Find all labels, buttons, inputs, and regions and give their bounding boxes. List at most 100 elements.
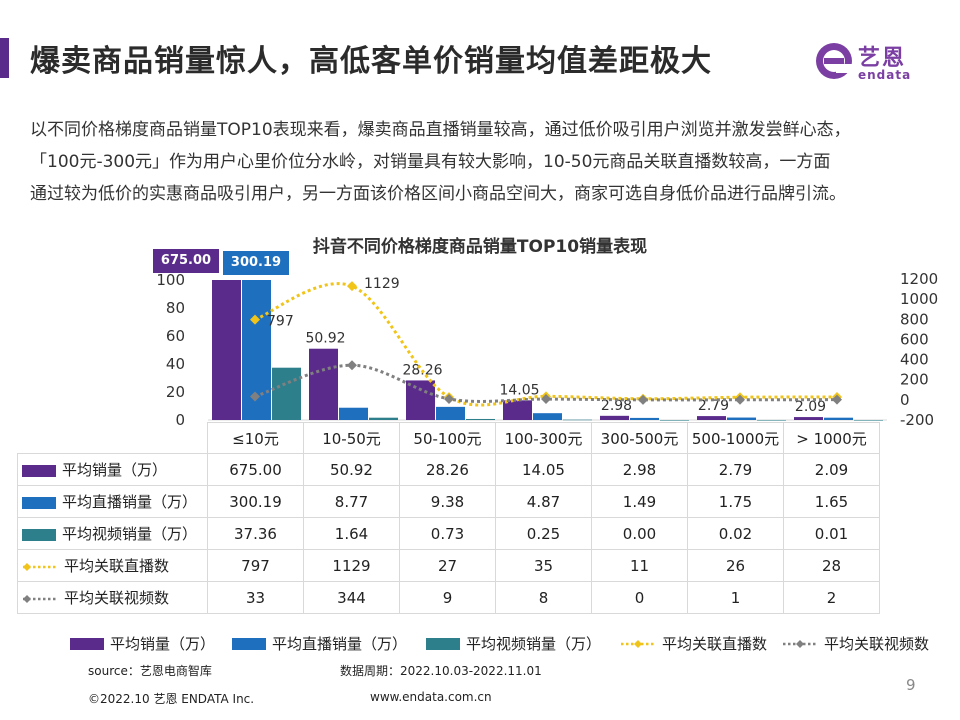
table-header-cell: 10-50元 (303, 422, 400, 454)
intro-paragraph: 以不同价格梯度商品销量TOP10表现来看，爆卖商品直播销量较高，通过低价吸引用户… (30, 114, 935, 210)
line-point-marker (735, 394, 745, 405)
table-header-cell: 100-300元 (495, 422, 592, 454)
line-point-marker (541, 394, 551, 405)
table-cell: 1.65 (783, 485, 880, 518)
legend-swatch (22, 528, 56, 541)
legend-item: 平均直播销量（万） (232, 633, 407, 654)
bar-value-label: 2.09 (795, 399, 826, 415)
table-header-cell: 300-500元 (591, 422, 688, 454)
y-left-tick-label: 60 (166, 327, 185, 345)
table-cell: 8.77 (303, 485, 400, 518)
legend-swatch (70, 637, 104, 650)
line-point-marker (250, 391, 260, 402)
table-cell: 8 (495, 581, 592, 614)
intro-line: 「100元-300元」作为用户心里价位分水岭，对销量具有较大影响，10-50元商… (30, 152, 831, 172)
logo-subtext: endata (858, 68, 912, 82)
line-point-marker (347, 281, 357, 292)
bar-value-label: 14.05 (499, 382, 539, 398)
bar (660, 420, 689, 421)
table-header-cell: 500-1000元 (687, 422, 784, 454)
bar-value-label: 2.98 (601, 398, 632, 414)
table-row: 平均视频销量（万） 37.36 1.64 0.73 0.25 0.00 0.02… (17, 517, 880, 550)
table-header-row: ≤10元 10-50元 50-100元 100-300元 300-500元 50… (17, 422, 880, 454)
legend-label: 平均视频销量（万） (466, 635, 602, 653)
table-cell: 0 (591, 581, 688, 614)
table-cell: 0.25 (495, 517, 592, 550)
table-cell: 50.92 (303, 453, 400, 486)
bar (697, 416, 726, 420)
bar (854, 419, 883, 421)
legend-line-swatch (23, 594, 57, 603)
table-cell: 300.19 (207, 485, 304, 518)
bar (272, 367, 301, 420)
row-label: 平均关联视频数 (64, 589, 170, 607)
table-header-cell: ≤10元 (207, 422, 304, 454)
table-cell: 1.75 (687, 485, 784, 518)
legend-swatch (22, 464, 56, 477)
website-url: www.endata.com.cn (370, 690, 492, 704)
table-cell: 2.09 (783, 453, 880, 486)
legend-item: 平均视频销量（万） (426, 633, 601, 654)
page-number: 9 (906, 676, 916, 694)
logo-text: 艺恩 (858, 46, 907, 71)
legend-label: 平均关联视频数 (824, 635, 930, 653)
legend-label: 平均直播销量（万） (272, 635, 408, 653)
table-cell: 675.00 (207, 453, 304, 486)
table-cell: 1129 (303, 549, 400, 582)
intro-line: 通过较为低价的实惠商品吸引用户，另一方面该价格区间小商品空间大，商家可选自身低价… (30, 184, 846, 204)
table-cell: 27 (399, 549, 496, 582)
row-header: 平均直播销量（万） (17, 485, 208, 518)
data-table: ≤10元 10-50元 50-100元 100-300元 300-500元 50… (17, 422, 880, 614)
source-note: source：艺恩电商智库 (88, 664, 212, 678)
table-cell: 0.00 (591, 517, 688, 550)
table-cell: 9 (399, 581, 496, 614)
bar (824, 417, 853, 420)
table-cell: 4.87 (495, 485, 592, 518)
intro-line: 以不同价格梯度商品销量TOP10表现来看，爆卖商品直播销量较高，通过低价吸引用户… (30, 120, 851, 140)
bar (794, 417, 823, 420)
y-right-tick-label: 1000 (900, 290, 938, 308)
bar (212, 280, 241, 420)
table-cell: 344 (303, 581, 400, 614)
y-right-tick-label: 400 (900, 351, 929, 369)
legend-item: 平均关联视频数 (782, 633, 929, 654)
row-header: 平均视频销量（万） (17, 517, 208, 550)
combo-chart: 0 20 40 60 80 100 -200 0 200 400 600 800 1000 1200 50.… (156, 270, 938, 429)
y-right-tick-label: -200 (900, 411, 934, 429)
line-point-label: 1129 (364, 276, 400, 292)
table-cell: 2.98 (591, 453, 688, 486)
title-accent-bar (0, 38, 9, 78)
table-cell: 1 (687, 581, 784, 614)
table-cell: 0.02 (687, 517, 784, 550)
line-point-marker (250, 314, 260, 325)
row-header: 平均销量（万） (17, 453, 208, 486)
table-cell: 33 (207, 581, 304, 614)
table-cell: 2.79 (687, 453, 784, 486)
table-cell: 28 (783, 549, 880, 582)
chart-title: 抖音不同价格梯度商品销量TOP10销量表现 (312, 237, 648, 257)
y-left-tick-label: 40 (166, 355, 185, 373)
bar (309, 348, 338, 420)
endata-logo (816, 43, 856, 79)
y-left-tick-label: 80 (166, 299, 185, 317)
table-corner (17, 422, 208, 454)
y-right-tick-label: 200 (900, 371, 929, 389)
line-point-marker (638, 394, 648, 405)
table-cell: 37.36 (207, 517, 304, 550)
y-right-tick-label: 0 (900, 391, 910, 409)
table-row: 平均关联直播数 797 1129 27 35 11 26 28 (17, 549, 880, 582)
table-row: 平均直播销量（万） 300.19 8.77 9.38 4.87 1.49 1.7… (17, 485, 880, 518)
table-header-cell: > 1000元 (783, 422, 880, 454)
line-point-marker (444, 393, 454, 404)
legend-swatch (22, 496, 56, 509)
table-cell: 26 (687, 549, 784, 582)
line-point-marker (347, 360, 357, 371)
row-header: 平均关联直播数 (17, 549, 208, 582)
legend-item: 平均销量（万） (70, 633, 215, 654)
legend-label: 平均关联直播数 (662, 635, 768, 653)
bar (406, 380, 435, 420)
table-cell: 35 (495, 549, 592, 582)
bar (503, 400, 532, 420)
legend-line-swatch (783, 639, 817, 648)
table-cell: 1.64 (303, 517, 400, 550)
